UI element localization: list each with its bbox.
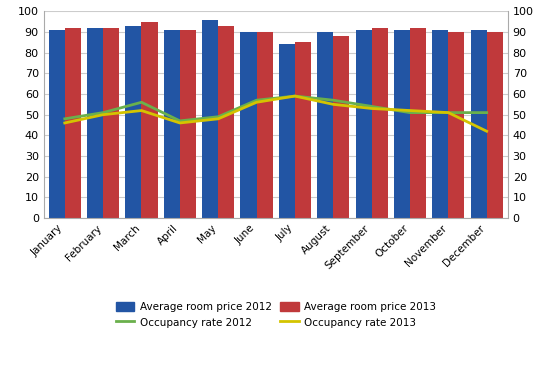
Bar bbox=[202, 20, 218, 218]
Bar bbox=[257, 32, 272, 218]
Bar bbox=[295, 42, 311, 218]
Bar bbox=[410, 28, 426, 218]
Bar bbox=[126, 26, 141, 218]
Bar bbox=[432, 30, 448, 218]
Bar bbox=[394, 30, 410, 218]
Bar bbox=[218, 26, 234, 218]
Bar bbox=[180, 30, 196, 218]
Bar bbox=[486, 32, 503, 218]
Bar bbox=[103, 28, 119, 218]
Bar bbox=[141, 21, 158, 218]
Bar bbox=[164, 30, 180, 218]
Legend: Average room price 2012, Occupancy rate 2012, Average room price 2013, Occupancy: Average room price 2012, Occupancy rate … bbox=[116, 302, 436, 327]
Bar bbox=[333, 36, 349, 218]
Bar bbox=[65, 28, 81, 218]
Bar bbox=[279, 44, 295, 218]
Bar bbox=[448, 32, 465, 218]
Bar bbox=[355, 30, 372, 218]
Bar bbox=[87, 28, 103, 218]
Bar bbox=[49, 30, 65, 218]
Bar bbox=[317, 32, 333, 218]
Bar bbox=[372, 28, 388, 218]
Bar bbox=[471, 30, 486, 218]
Bar bbox=[240, 32, 257, 218]
